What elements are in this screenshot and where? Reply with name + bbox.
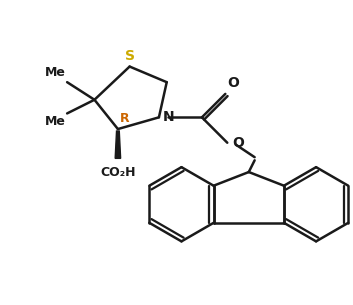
Text: R: R xyxy=(120,112,130,125)
Text: CO₂H: CO₂H xyxy=(100,166,136,179)
Text: N: N xyxy=(163,110,174,124)
Polygon shape xyxy=(115,131,121,158)
Text: S: S xyxy=(125,48,134,63)
Text: Me: Me xyxy=(45,66,66,79)
Text: Me: Me xyxy=(45,115,66,128)
Text: O: O xyxy=(232,136,244,150)
Text: O: O xyxy=(227,76,239,90)
